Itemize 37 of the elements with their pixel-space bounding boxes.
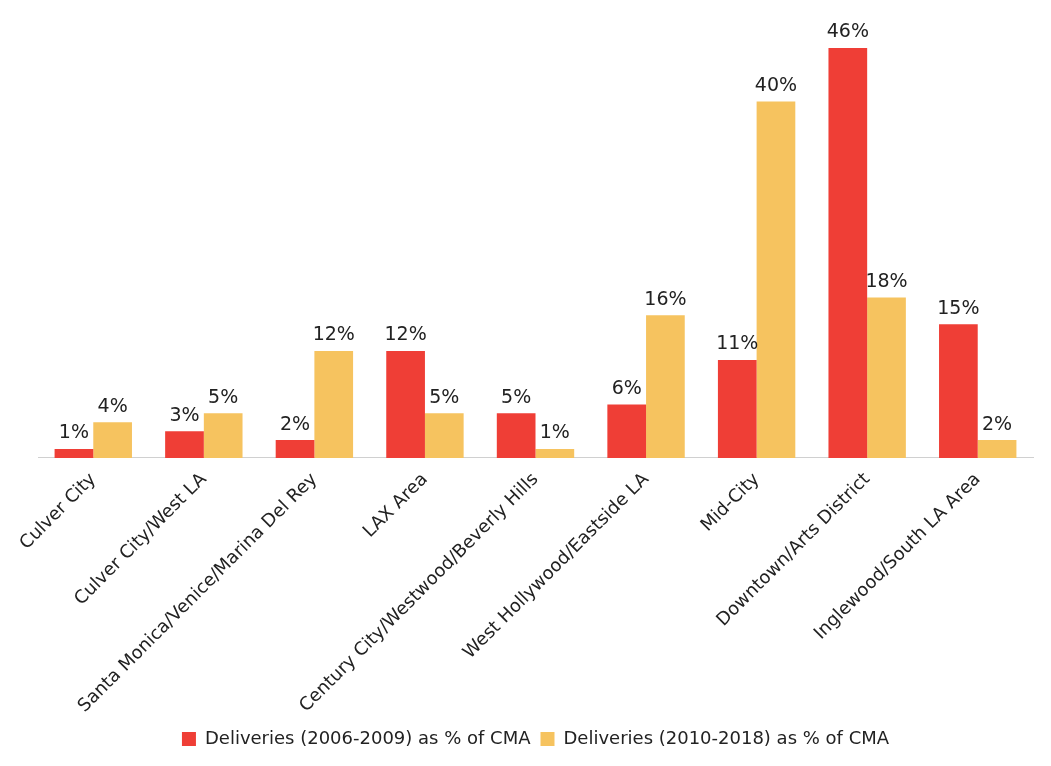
- bar: [867, 297, 906, 458]
- data-label: 4%: [97, 393, 128, 416]
- data-label: 5%: [429, 384, 460, 407]
- bar: [535, 449, 575, 458]
- data-label: 46%: [826, 19, 869, 42]
- bar: [977, 440, 1017, 458]
- data-label: 18%: [865, 268, 908, 291]
- data-label: 12%: [384, 322, 427, 345]
- data-label: 16%: [644, 286, 687, 309]
- bar: [275, 440, 315, 458]
- bar: [424, 413, 464, 458]
- bar: [386, 350, 425, 458]
- data-label: 3%: [169, 402, 200, 425]
- bar: [93, 422, 132, 458]
- bar: [496, 413, 536, 458]
- data-label: 1%: [58, 420, 90, 443]
- bar: [939, 324, 978, 458]
- legend-label: Deliveries (2010-2018) as % of CMA: [563, 726, 890, 748]
- data-label: 5%: [208, 384, 239, 407]
- bar: [203, 413, 243, 458]
- data-label: 6%: [611, 375, 642, 398]
- bar: [756, 101, 796, 458]
- data-label: 5%: [501, 384, 532, 407]
- bar: [607, 404, 647, 458]
- bar: [314, 350, 354, 458]
- data-label: 1%: [539, 420, 570, 443]
- legend-label: Deliveries (2006-2009) as % of CMA: [204, 726, 532, 748]
- data-label: 2%: [981, 411, 1013, 434]
- data-label: 15%: [937, 295, 980, 318]
- bar: [646, 315, 685, 458]
- bar: [828, 48, 868, 458]
- data-label: 2%: [279, 411, 311, 434]
- bar: [717, 359, 757, 458]
- data-label: 40%: [754, 72, 798, 95]
- bar: [165, 431, 204, 458]
- data-label: 12%: [312, 322, 355, 345]
- bar: [54, 449, 94, 458]
